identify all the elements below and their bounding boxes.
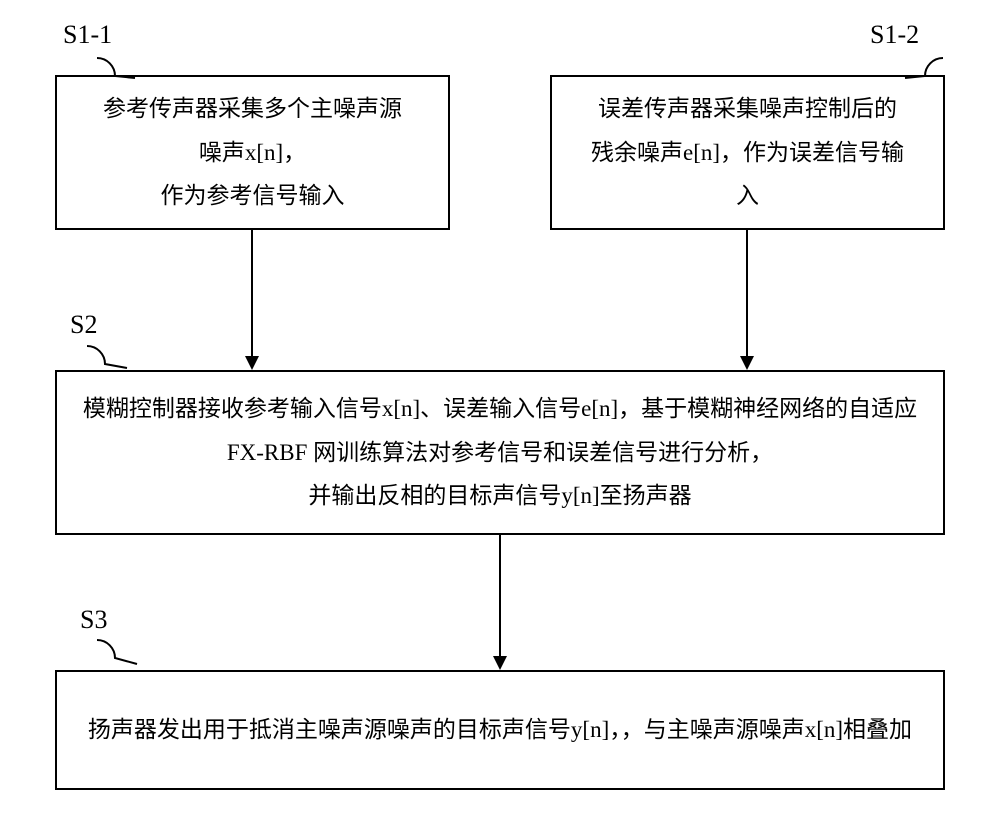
- arrow-s2-to-s3-line: [499, 535, 501, 656]
- text-line: 模糊控制器接收参考输入信号x[n]、误差输入信号e[n]，基于模糊神经网络的自适…: [83, 396, 917, 421]
- arrow-s1-2-to-s2-head: [740, 356, 754, 370]
- label-s2: S2: [70, 310, 97, 340]
- box-s1-2-text: 误差传声器采集噪声控制后的 残余噪声e[n]，作为误差信号输 入: [591, 87, 904, 218]
- arrow-s1-1-to-s2-head: [245, 356, 259, 370]
- arrow-s1-2-to-s2-line: [746, 230, 748, 356]
- arrow-s1-1-to-s2-line: [251, 230, 253, 356]
- label-s1-1: S1-1: [63, 20, 112, 50]
- arrow-s2-to-s3-head: [493, 656, 507, 670]
- label-s1-2: S1-2: [870, 20, 919, 50]
- text-line: 误差传声器采集噪声控制后的: [598, 96, 897, 121]
- box-s3-text: 扬声器发出用于抵消主噪声源噪声的目标声信号y[n]，，与主噪声源噪声x[n]相叠…: [88, 708, 912, 752]
- text-line: 残余噪声e[n]，作为误差信号输: [591, 140, 904, 165]
- label-s3: S3: [80, 605, 107, 635]
- box-s1-2: 误差传声器采集噪声控制后的 残余噪声e[n]，作为误差信号输 入: [550, 75, 945, 230]
- text-line: 噪声x[n]，: [199, 140, 306, 165]
- box-s2: 模糊控制器接收参考输入信号x[n]、误差输入信号e[n]，基于模糊神经网络的自适…: [55, 370, 945, 535]
- text-line: 扬声器发出用于抵消主噪声源噪声的目标声信号y[n]，，与主噪声源噪声x[n]相叠…: [88, 717, 912, 742]
- text-line: 并输出反相的目标声信号y[n]至扬声器: [308, 483, 691, 508]
- box-s2-text: 模糊控制器接收参考输入信号x[n]、误差输入信号e[n]，基于模糊神经网络的自适…: [83, 387, 917, 518]
- box-s1-1-text: 参考传声器采集多个主噪声源 噪声x[n]， 作为参考信号输入: [103, 87, 402, 218]
- box-s1-1: 参考传声器采集多个主噪声源 噪声x[n]， 作为参考信号输入: [55, 75, 450, 230]
- box-s3: 扬声器发出用于抵消主噪声源噪声的目标声信号y[n]，，与主噪声源噪声x[n]相叠…: [55, 670, 945, 790]
- text-line: 入: [736, 183, 759, 208]
- text-line: FX-RBF 网训练算法对参考信号和误差信号进行分析，: [227, 440, 773, 465]
- text-line: 参考传声器采集多个主噪声源: [103, 96, 402, 121]
- text-line: 作为参考信号输入: [161, 183, 345, 208]
